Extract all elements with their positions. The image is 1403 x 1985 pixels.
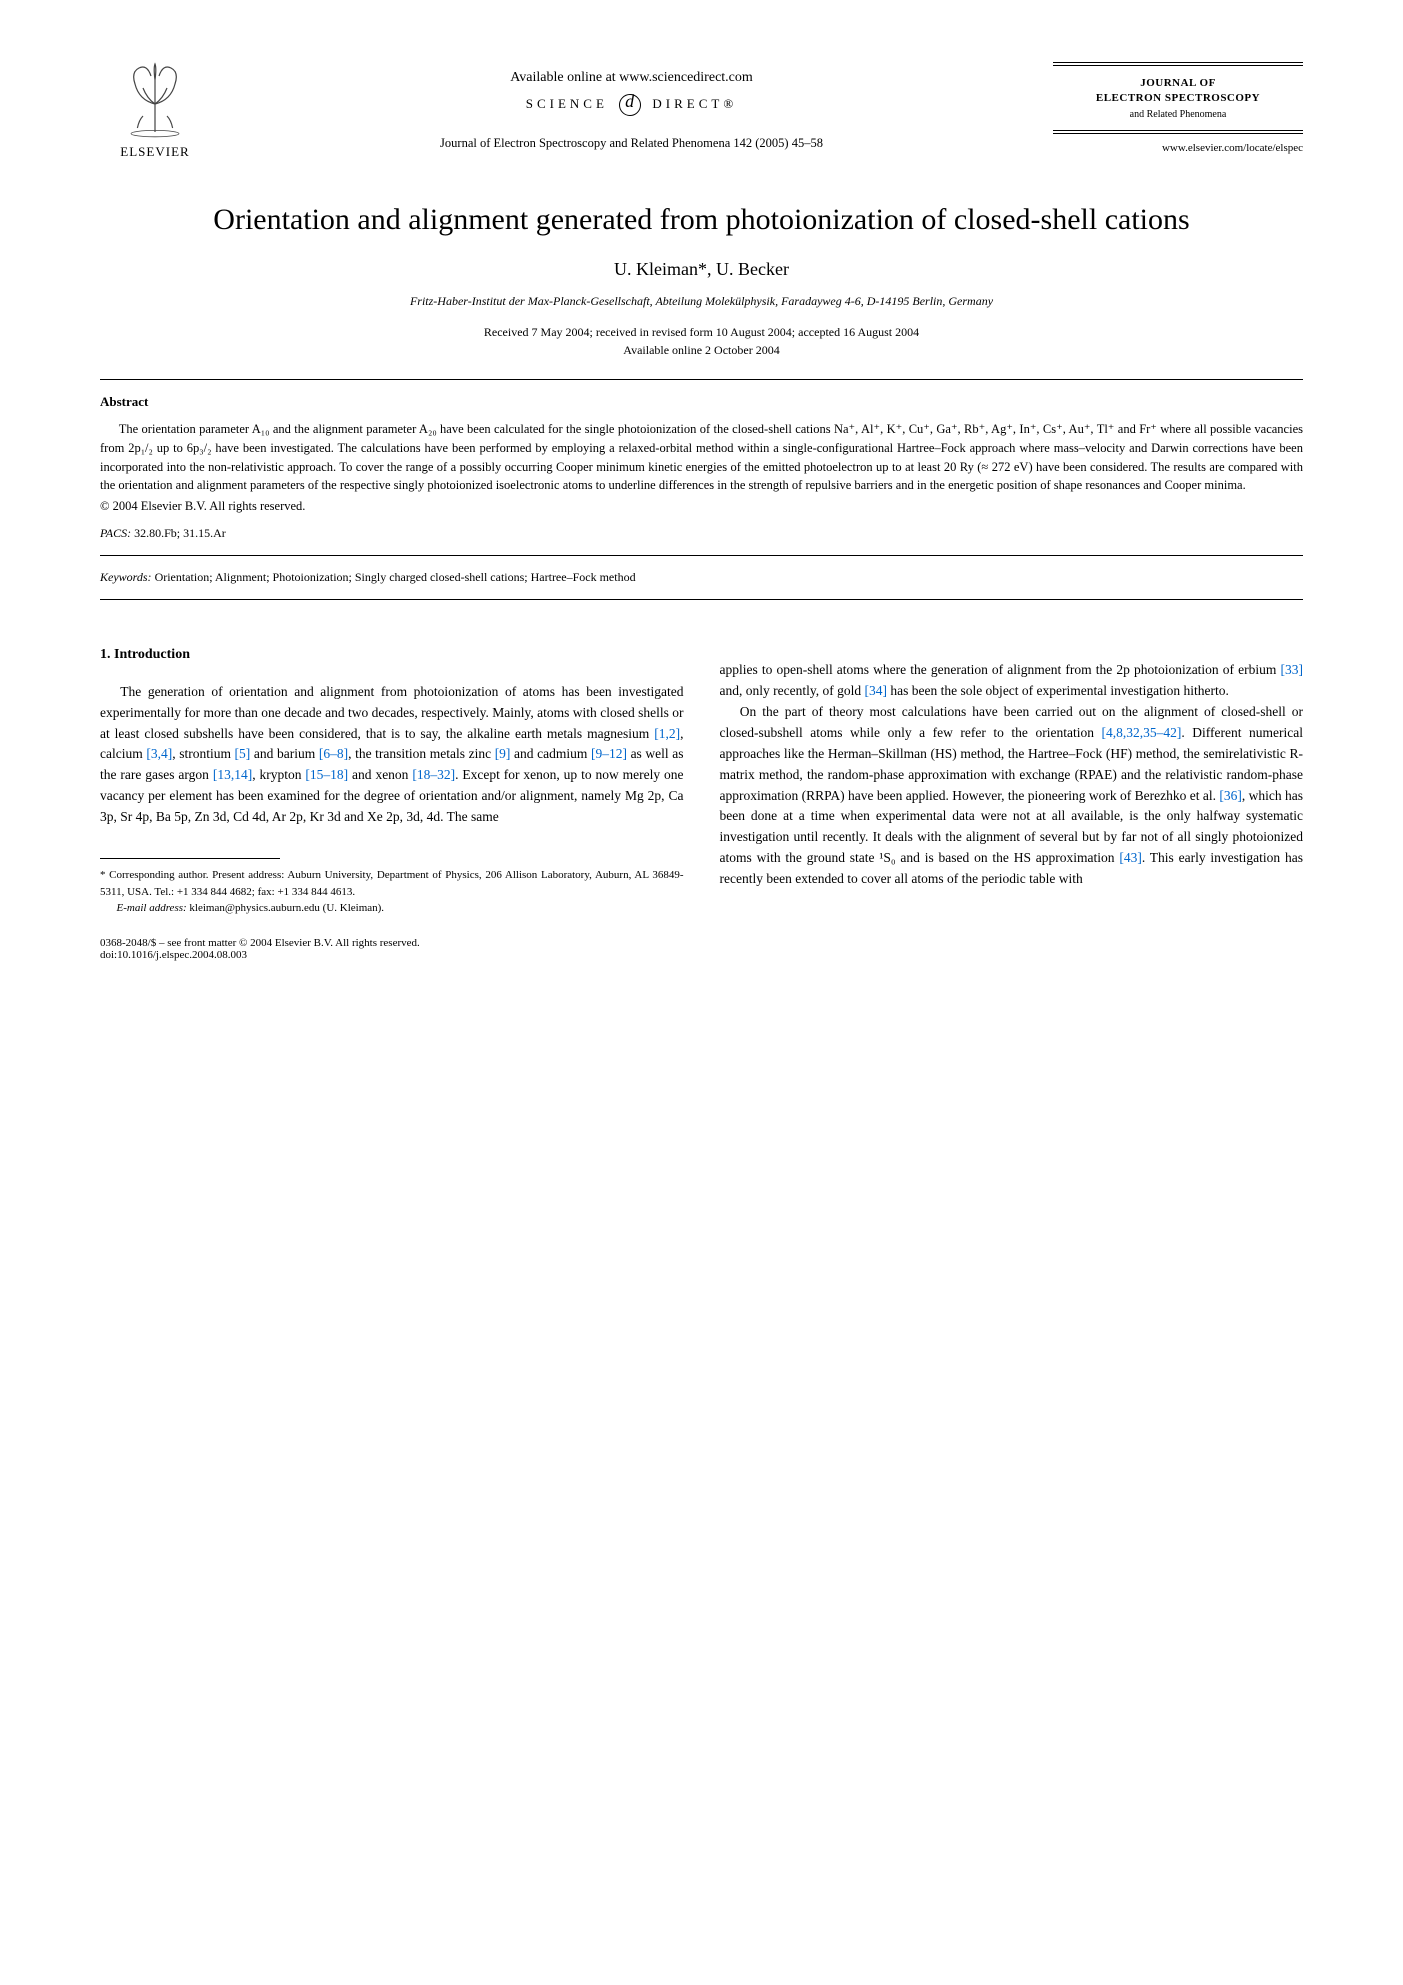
footnote-email-label: E-mail address: bbox=[117, 902, 187, 914]
pacs-value: 32.80.Fb; 31.15.Ar bbox=[131, 526, 226, 540]
dates-online: Available online 2 October 2004 bbox=[623, 343, 779, 357]
sd-circle-icon bbox=[619, 94, 641, 116]
article-title: Orientation and alignment generated from… bbox=[100, 200, 1303, 239]
sd-text-1: SCIENCE bbox=[526, 96, 608, 111]
abstract-text: The orientation parameter A₁₀ and the al… bbox=[100, 420, 1303, 495]
header-center: Available online at www.sciencedirect.co… bbox=[210, 60, 1053, 151]
abstract-heading: Abstract bbox=[100, 394, 1303, 410]
journal-reference: Journal of Electron Spectroscopy and Rel… bbox=[210, 136, 1053, 151]
keywords-value: Orientation; Alignment; Photoionization;… bbox=[152, 570, 636, 584]
column-left: 1. Introduction The generation of orient… bbox=[100, 614, 684, 917]
abstract-copyright: © 2004 Elsevier B.V. All rights reserved… bbox=[100, 499, 1303, 514]
keywords-label: Keywords: bbox=[100, 570, 152, 584]
journal-subtitle: and Related Phenomena bbox=[1053, 109, 1303, 128]
science-direct-logo: SCIENCE DIRECT® bbox=[210, 94, 1053, 116]
footnote-email: kleiman@physics.auburn.edu (U. Kleiman). bbox=[187, 902, 384, 914]
column-right: applies to open-shell atoms where the ge… bbox=[720, 614, 1304, 917]
intro-para-1-cont: applies to open-shell atoms where the ge… bbox=[720, 660, 1304, 702]
rule-above-abstract bbox=[100, 379, 1303, 380]
rule-below-pacs bbox=[100, 555, 1303, 556]
footer-issn: 0368-2048/$ – see front matter © 2004 El… bbox=[100, 937, 420, 949]
publisher-name: ELSEVIER bbox=[120, 144, 189, 160]
authors: U. Kleiman*, U. Becker bbox=[100, 259, 1303, 280]
sd-text-2: DIRECT® bbox=[652, 96, 737, 111]
journal-url: www.elsevier.com/locate/elspec bbox=[1053, 142, 1303, 154]
pacs-label: PACS: bbox=[100, 526, 131, 540]
journal-box: JOURNAL OF ELECTRON SPECTROSCOPY and Rel… bbox=[1053, 60, 1303, 154]
keywords-line: Keywords: Orientation; Alignment; Photoi… bbox=[100, 570, 1303, 585]
intro-para-1: The generation of orientation and alignm… bbox=[100, 682, 684, 828]
journal-name: JOURNAL OF ELECTRON SPECTROSCOPY bbox=[1053, 68, 1303, 109]
affiliation: Fritz-Haber-Institut der Max-Planck-Gese… bbox=[100, 294, 1303, 309]
article-dates: Received 7 May 2004; received in revised… bbox=[100, 323, 1303, 359]
footnote-corr: * Corresponding author. Present address:… bbox=[100, 869, 684, 898]
elsevier-tree-icon bbox=[115, 60, 195, 140]
pacs-line: PACS: 32.80.Fb; 31.15.Ar bbox=[100, 526, 1303, 541]
footer: 0368-2048/$ – see front matter © 2004 El… bbox=[100, 937, 1303, 961]
intro-para-2: On the part of theory most calculations … bbox=[720, 702, 1304, 890]
available-online-text: Available online at www.sciencedirect.co… bbox=[210, 70, 1053, 86]
footer-doi: doi:10.1016/j.elspec.2004.08.003 bbox=[100, 949, 247, 961]
corresponding-author-footnote: * Corresponding author. Present address:… bbox=[100, 867, 684, 917]
rule-below-keywords bbox=[100, 599, 1303, 600]
dates-received: Received 7 May 2004; received in revised… bbox=[484, 325, 919, 339]
header: ELSEVIER Available online at www.science… bbox=[100, 60, 1303, 160]
footnote-separator bbox=[100, 858, 280, 859]
publisher-logo-block: ELSEVIER bbox=[100, 60, 210, 160]
body-columns: 1. Introduction The generation of orient… bbox=[100, 614, 1303, 917]
section-1-heading: 1. Introduction bbox=[100, 644, 684, 666]
